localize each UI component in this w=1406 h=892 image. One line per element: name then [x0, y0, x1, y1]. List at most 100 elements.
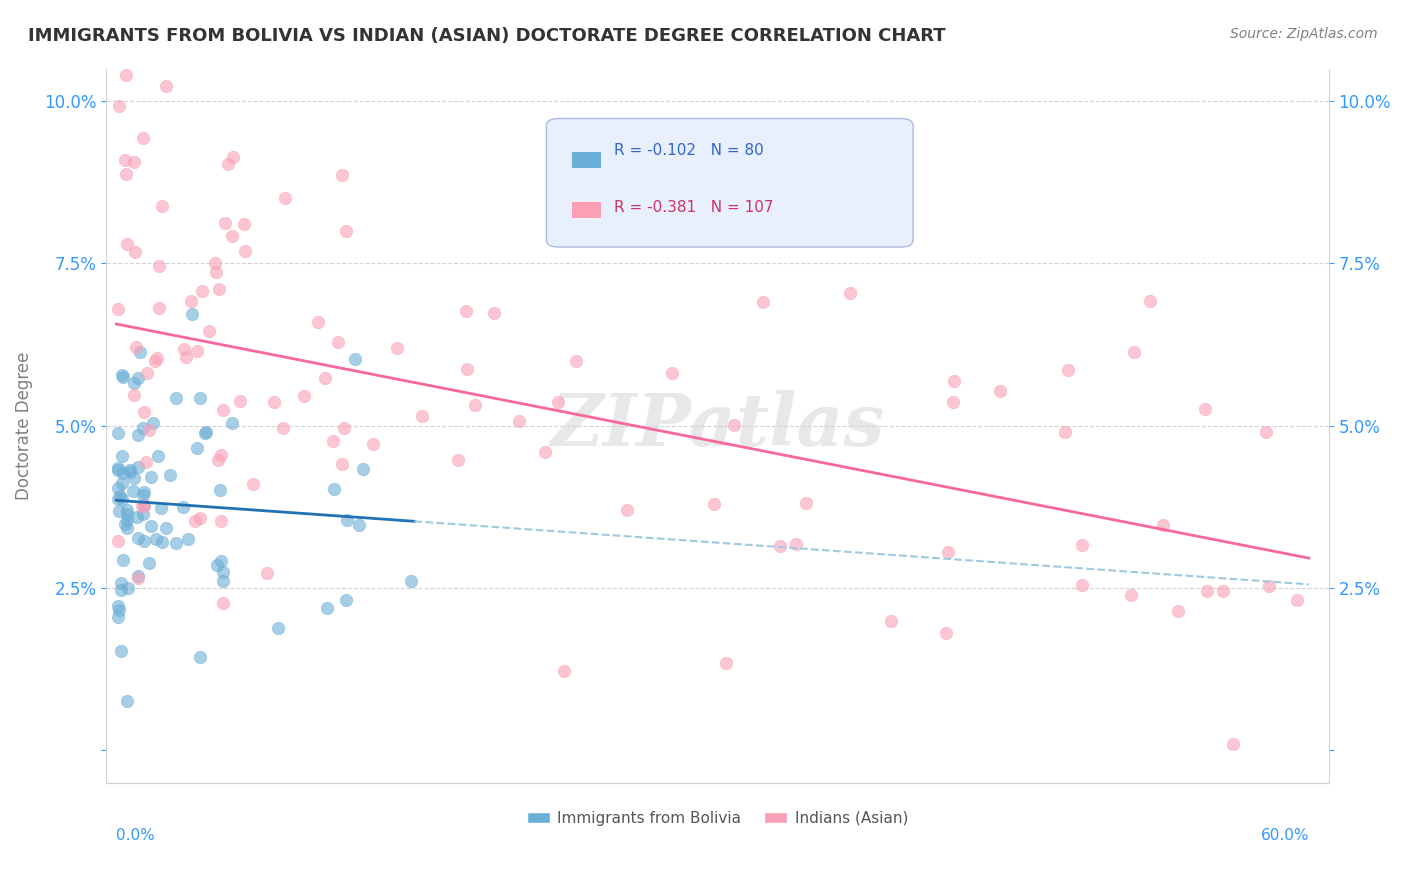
- Indians (Asian): [1258, 579, 1281, 593]
- Indians (Asian): [207, 452, 229, 467]
- Immigrants from Bolivia: [110, 644, 132, 658]
- Indians (Asian): [292, 389, 315, 403]
- Indians (Asian): [332, 168, 354, 182]
- Indians (Asian): [714, 657, 737, 671]
- Immigrants from Bolivia: [322, 483, 344, 497]
- Indians (Asian): [411, 409, 433, 423]
- Indians (Asian): [1286, 593, 1309, 607]
- Immigrants from Bolivia: [107, 425, 129, 440]
- Immigrants from Bolivia: [181, 308, 204, 322]
- Immigrants from Bolivia: [111, 368, 134, 382]
- Indians (Asian): [464, 399, 486, 413]
- Immigrants from Bolivia: [188, 649, 211, 664]
- Immigrants from Bolivia: [399, 574, 422, 589]
- Indians (Asian): [785, 537, 807, 551]
- Indians (Asian): [217, 157, 239, 171]
- Immigrants from Bolivia: [127, 531, 149, 545]
- Indians (Asian): [330, 457, 353, 471]
- Immigrants from Bolivia: [159, 468, 181, 483]
- Immigrants from Bolivia: [211, 574, 233, 589]
- Indians (Asian): [447, 453, 470, 467]
- Immigrants from Bolivia: [120, 465, 142, 479]
- Bar: [571, 151, 602, 169]
- Immigrants from Bolivia: [132, 488, 155, 502]
- Immigrants from Bolivia: [132, 498, 155, 512]
- Immigrants from Bolivia: [177, 532, 200, 546]
- Indians (Asian): [484, 306, 506, 320]
- Immigrants from Bolivia: [108, 504, 131, 518]
- Indians (Asian): [107, 534, 129, 549]
- Immigrants from Bolivia: [344, 351, 367, 366]
- Indians (Asian): [138, 423, 160, 437]
- Indians (Asian): [131, 500, 153, 514]
- Indians (Asian): [661, 366, 683, 380]
- Indians (Asian): [124, 245, 146, 260]
- Immigrants from Bolivia: [127, 460, 149, 475]
- Indians (Asian): [534, 445, 557, 459]
- Immigrants from Bolivia: [148, 449, 170, 463]
- Indians (Asian): [124, 341, 146, 355]
- Indians (Asian): [211, 596, 233, 610]
- Indians (Asian): [1222, 737, 1244, 751]
- Immigrants from Bolivia: [335, 592, 357, 607]
- Immigrants from Bolivia: [316, 601, 339, 615]
- Indians (Asian): [935, 626, 957, 640]
- Immigrants from Bolivia: [188, 391, 211, 405]
- Indians (Asian): [135, 366, 157, 380]
- Indians (Asian): [326, 334, 349, 349]
- Indians (Asian): [564, 354, 586, 368]
- Immigrants from Bolivia: [115, 507, 138, 521]
- Indians (Asian): [943, 374, 966, 388]
- Indians (Asian): [1152, 518, 1174, 533]
- Immigrants from Bolivia: [108, 603, 131, 617]
- Immigrants from Bolivia: [114, 516, 136, 531]
- Indians (Asian): [132, 499, 155, 513]
- Immigrants from Bolivia: [122, 471, 145, 485]
- Indians (Asian): [174, 350, 197, 364]
- Immigrants from Bolivia: [194, 425, 217, 440]
- Indians (Asian): [1054, 425, 1077, 440]
- Immigrants from Bolivia: [139, 518, 162, 533]
- Indians (Asian): [209, 514, 232, 528]
- Immigrants from Bolivia: [139, 470, 162, 484]
- Text: IMMIGRANTS FROM BOLIVIA VS INDIAN (ASIAN) DOCTORATE DEGREE CORRELATION CHART: IMMIGRANTS FROM BOLIVIA VS INDIAN (ASIAN…: [28, 27, 946, 45]
- Indians (Asian): [146, 351, 169, 365]
- Indians (Asian): [115, 167, 138, 181]
- Indians (Asian): [1212, 584, 1234, 599]
- Indians (Asian): [1194, 402, 1216, 417]
- Indians (Asian): [186, 343, 208, 358]
- Indians (Asian): [209, 449, 232, 463]
- Immigrants from Bolivia: [267, 621, 290, 635]
- Indians (Asian): [115, 68, 138, 82]
- Immigrants from Bolivia: [115, 521, 138, 535]
- Immigrants from Bolivia: [134, 533, 156, 548]
- FancyBboxPatch shape: [547, 119, 912, 247]
- Immigrants from Bolivia: [118, 463, 141, 477]
- Immigrants from Bolivia: [209, 554, 232, 568]
- Indians (Asian): [204, 256, 226, 270]
- Indians (Asian): [145, 354, 167, 368]
- Immigrants from Bolivia: [132, 507, 155, 521]
- Indians (Asian): [274, 191, 297, 205]
- Indians (Asian): [107, 301, 129, 316]
- Indians (Asian): [880, 615, 903, 629]
- Indians (Asian): [107, 99, 129, 113]
- Immigrants from Bolivia: [165, 392, 187, 406]
- Immigrants from Bolivia: [107, 463, 129, 477]
- Text: R = -0.381   N = 107: R = -0.381 N = 107: [613, 201, 773, 215]
- Indians (Asian): [314, 371, 336, 385]
- Immigrants from Bolivia: [149, 500, 172, 515]
- Immigrants from Bolivia: [209, 483, 232, 498]
- Indians (Asian): [122, 155, 145, 169]
- Immigrants from Bolivia: [127, 371, 149, 385]
- Indians (Asian): [135, 455, 157, 469]
- Text: Source: ZipAtlas.com: Source: ZipAtlas.com: [1230, 27, 1378, 41]
- Legend: Immigrants from Bolivia, Indians (Asian): Immigrants from Bolivia, Indians (Asian): [520, 805, 914, 832]
- Indians (Asian): [332, 420, 354, 434]
- Indians (Asian): [148, 301, 170, 315]
- Indians (Asian): [127, 571, 149, 585]
- Indians (Asian): [1057, 363, 1080, 377]
- Indians (Asian): [233, 244, 256, 259]
- Indians (Asian): [148, 259, 170, 273]
- Indians (Asian): [385, 341, 408, 355]
